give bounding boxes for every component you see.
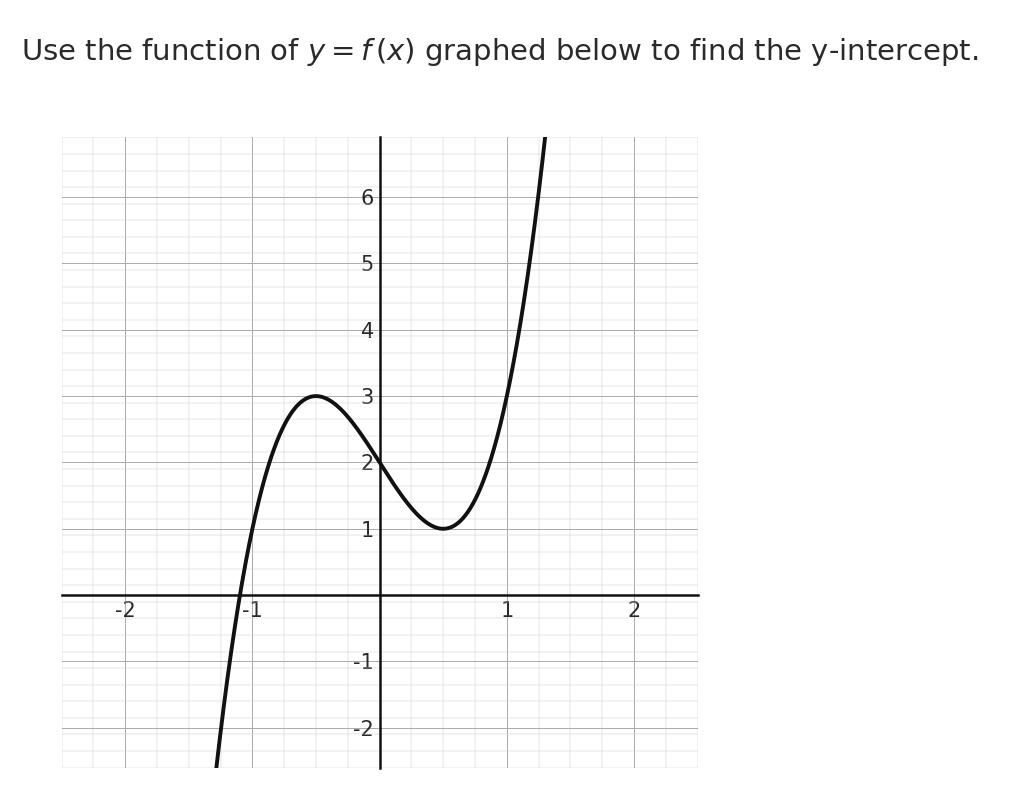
Text: Use the function of $y = f\,(x)$ graphed below to find the y-intercept.: Use the function of $y = f\,(x)$ graphed…: [21, 36, 978, 69]
